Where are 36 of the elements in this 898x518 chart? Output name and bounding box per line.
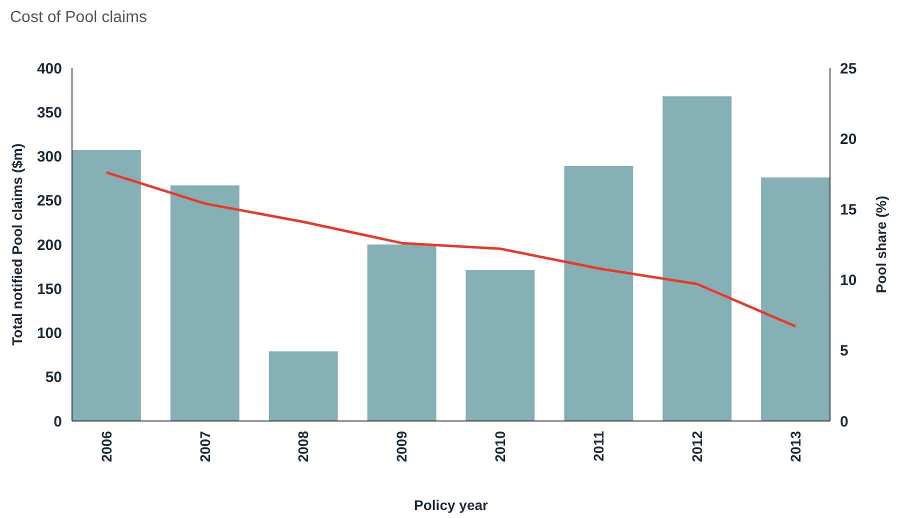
x-tick-label: 2009: [394, 430, 410, 462]
bar: [72, 150, 141, 421]
x-tick-label: 2010: [492, 430, 508, 462]
bar: [564, 166, 634, 421]
bar: [662, 96, 732, 421]
y-tick-label: 250: [36, 192, 62, 210]
bar: [466, 270, 535, 421]
bar: [170, 185, 240, 421]
y2-tick-label: 10: [840, 272, 857, 290]
y2-tick-label: 20: [840, 130, 857, 148]
y-tick-label: 50: [45, 369, 62, 386]
y-axis-title: Total notified Pool claims ($m): [9, 144, 25, 346]
y-tick-label: 150: [36, 280, 62, 298]
x-tick-label: 2011: [590, 430, 607, 462]
y2-tick-label: 25: [840, 60, 857, 78]
y2-tick-label: 5: [840, 342, 848, 360]
chart-title: Cost of Pool claims: [10, 9, 147, 26]
bar: [367, 244, 436, 421]
y-tick-label: 400: [36, 60, 62, 78]
y-tick-label: 100: [36, 325, 62, 342]
y-tick-label: 350: [36, 104, 62, 122]
bar: [761, 177, 830, 421]
x-tick-label: 2006: [98, 430, 114, 462]
y-tick-label: 300: [36, 148, 62, 166]
y-tick-label: 0: [54, 413, 62, 430]
line-series: [105, 171, 797, 328]
bar: [268, 351, 338, 421]
x-axis-title: Policy year: [414, 497, 489, 513]
y2-tick-label: 15: [840, 201, 857, 218]
x-tick-label: 2007: [196, 430, 213, 462]
x-tick-label: 2008: [295, 430, 312, 462]
y2-axis-title: Pool share (%): [873, 196, 889, 294]
x-tick-label: 2012: [689, 430, 706, 462]
y2-tick-label: 0: [840, 413, 848, 430]
y-tick-label: 200: [36, 236, 62, 254]
x-tick-label: 2013: [787, 430, 804, 462]
